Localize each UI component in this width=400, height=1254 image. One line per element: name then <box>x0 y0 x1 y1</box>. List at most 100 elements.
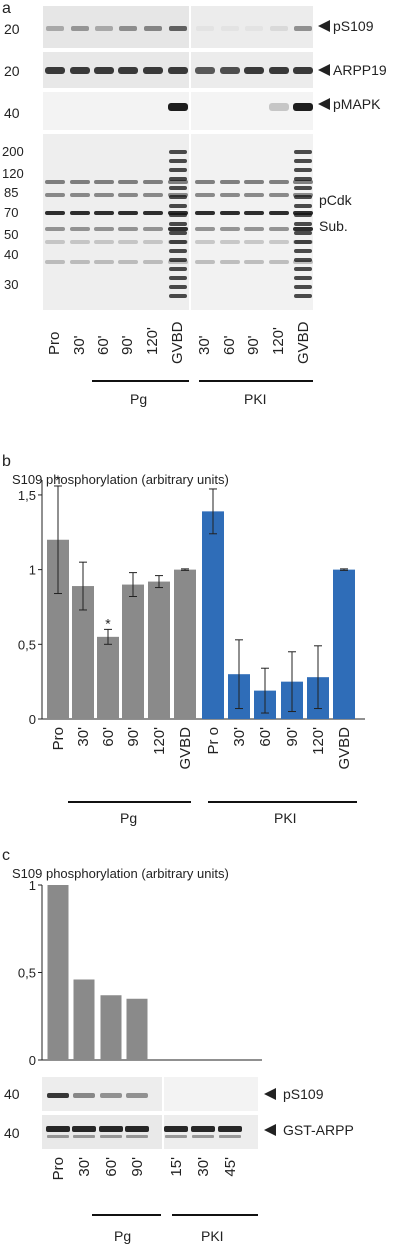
chart-c-title: S109 phosphorylation (arbitrary units) <box>12 866 229 881</box>
blot-band <box>244 67 264 74</box>
blot-band <box>293 103 313 111</box>
group-label-pg: Pg <box>114 1228 131 1244</box>
blot-band <box>45 240 65 244</box>
blot-band <box>168 103 188 111</box>
blot-band <box>100 1093 122 1098</box>
bar <box>97 636 119 719</box>
ladder-label: 40 <box>4 247 18 262</box>
marker-label: 40 <box>4 1125 20 1141</box>
blot-band <box>99 1126 123 1132</box>
blot-band <box>244 260 264 264</box>
blot-band <box>293 67 313 74</box>
blot-band <box>294 222 312 226</box>
marker-label: 20 <box>4 21 20 37</box>
blot-band <box>294 159 312 163</box>
blot-band <box>169 186 187 190</box>
y-tick-label: 0 <box>29 712 36 727</box>
blot-band <box>94 211 114 215</box>
chart-b-title: S109 phosphorylation (arbitrary units) <box>12 472 229 487</box>
blot-band <box>46 1126 70 1132</box>
lane-label: 90' <box>245 335 262 355</box>
blot-band <box>220 240 240 244</box>
blot-band <box>94 67 114 74</box>
blot-band <box>169 276 187 280</box>
blot-band <box>294 168 312 172</box>
arrow-icon <box>318 20 330 32</box>
blot-band <box>94 240 114 244</box>
category-label: 45' <box>222 1157 239 1177</box>
marker-label: 40 <box>4 1086 20 1102</box>
lane-label: GVBD <box>169 321 186 364</box>
marker-ladder: 200 120 85 70 50 40 30 <box>2 144 24 292</box>
blot-band <box>195 211 215 215</box>
blot-band <box>294 240 312 244</box>
blot-band <box>245 26 263 31</box>
y-tick-label: 0,5 <box>18 637 36 652</box>
blot-band <box>47 1135 69 1138</box>
category-label: 90' <box>284 727 301 747</box>
blot-band <box>219 1135 241 1138</box>
blot-band <box>45 211 65 215</box>
significance-marker: * <box>105 615 111 631</box>
blot-band <box>45 67 65 74</box>
blot-band <box>169 240 187 244</box>
blot-band <box>169 26 187 31</box>
blot-band <box>195 180 215 184</box>
blot-band <box>143 180 163 184</box>
blot-band <box>47 1093 69 1098</box>
blot-band <box>126 1093 148 1098</box>
bar <box>47 885 69 1060</box>
blot-label: pMAPK <box>333 96 381 112</box>
lane-label: 90' <box>119 335 136 355</box>
category-label: 60' <box>100 727 117 747</box>
blot-band <box>94 260 114 264</box>
blot-band <box>70 211 90 215</box>
blot-band <box>293 227 313 231</box>
y-tick-label: 0,5 <box>18 966 36 981</box>
blot-band <box>70 180 90 184</box>
blot-pcdk-a <box>43 134 313 310</box>
lane-label: 120' <box>270 327 287 355</box>
bar <box>72 586 94 719</box>
category-label: 120' <box>151 727 168 755</box>
arrow-icon <box>318 64 330 76</box>
arrow-icon <box>264 1088 276 1100</box>
blot-band <box>70 260 90 264</box>
arrow-icon <box>264 1124 276 1136</box>
category-label: GVBD <box>177 727 194 770</box>
blot-band <box>73 1135 95 1138</box>
blot-band <box>195 227 215 231</box>
blot-band <box>169 150 187 154</box>
blot-band <box>220 260 240 264</box>
blot-band <box>70 193 90 197</box>
blot-band <box>294 267 312 271</box>
bar <box>333 569 355 719</box>
y-tick-label: 1 <box>29 563 36 578</box>
bar <box>148 581 170 719</box>
blot-band <box>195 260 215 264</box>
blot-band <box>269 67 289 74</box>
group-label-pg: Pg <box>120 810 137 826</box>
blot-band <box>45 193 65 197</box>
group-label-pki: PKI <box>201 1228 224 1244</box>
blot-band <box>294 213 312 217</box>
category-label: Pr o <box>205 727 222 755</box>
y-tick-label: 1 <box>29 878 36 893</box>
blot-band <box>46 26 64 31</box>
blot-pS109-a <box>43 6 313 48</box>
blot-band <box>94 227 114 231</box>
panel-letter-a: a <box>2 0 11 17</box>
ladder-label: 30 <box>4 277 18 292</box>
blot-band <box>269 240 289 244</box>
category-label: 15' <box>168 1157 185 1177</box>
category-label: 30' <box>75 727 92 747</box>
blot-band <box>143 227 163 231</box>
bar <box>122 584 144 719</box>
arrow-icon <box>318 98 330 110</box>
blot-band <box>169 222 187 226</box>
blot-band <box>94 193 114 197</box>
bar <box>47 539 69 719</box>
category-label: 60' <box>103 1157 120 1177</box>
blot-band <box>269 260 289 264</box>
